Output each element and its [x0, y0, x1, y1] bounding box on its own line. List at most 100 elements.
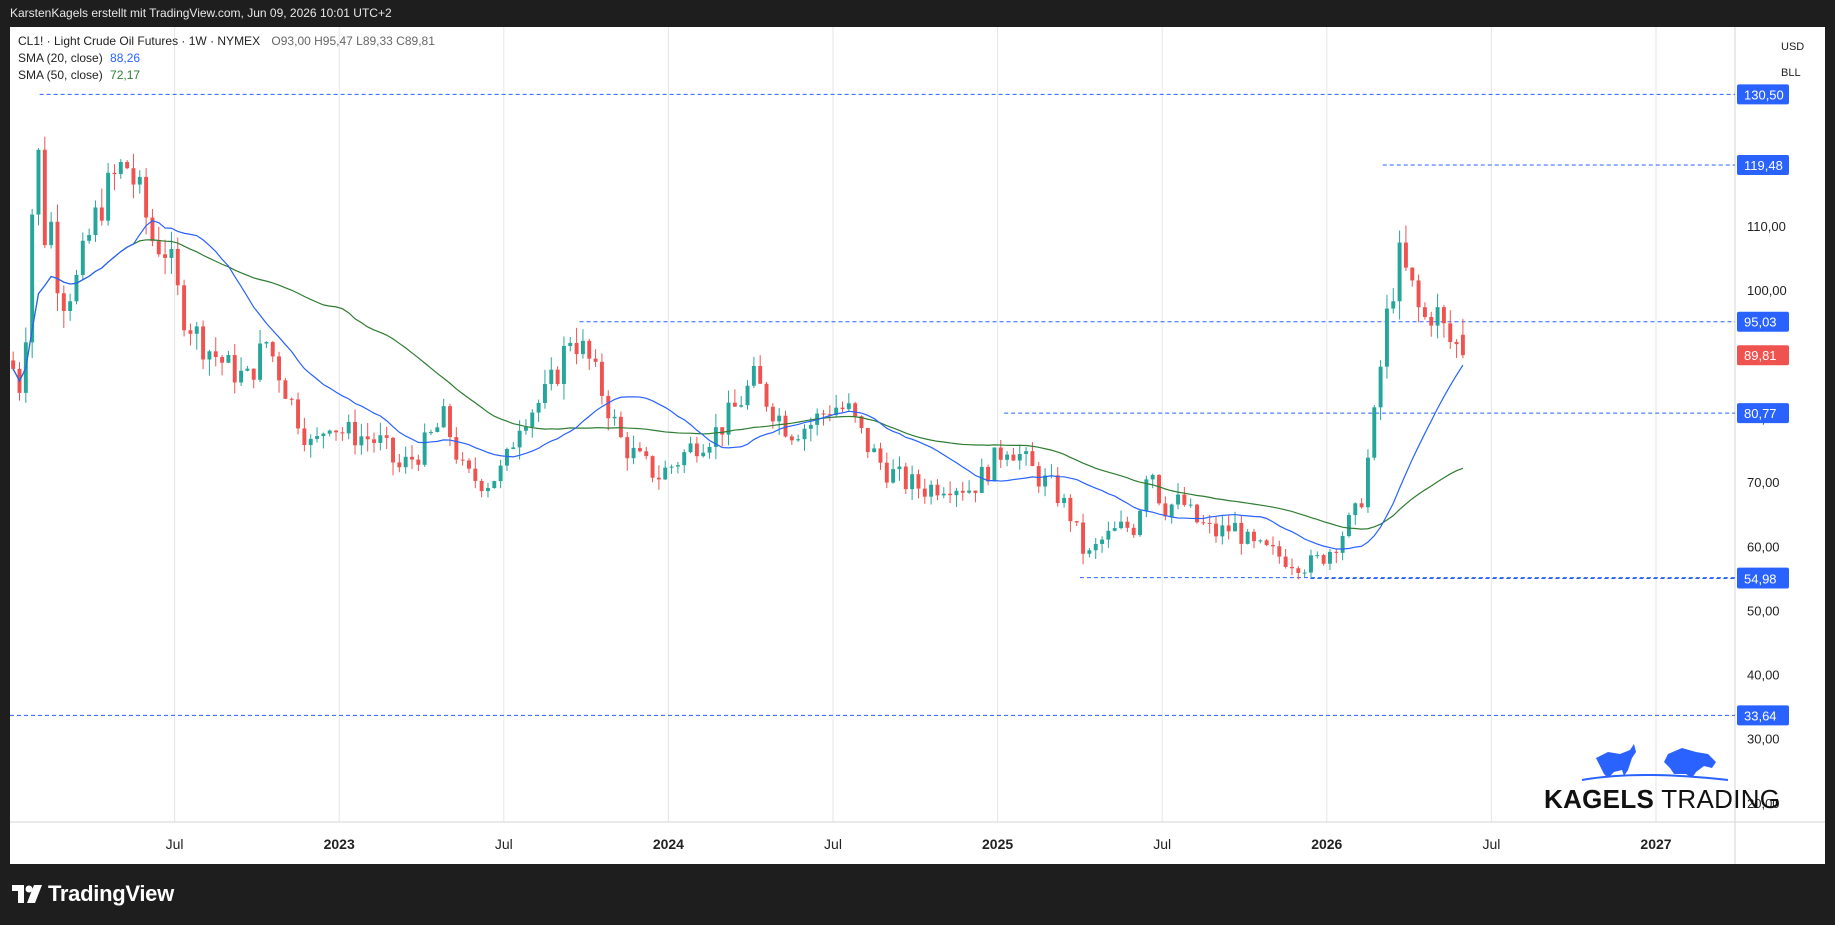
x-tick-label: 2027: [1640, 836, 1671, 852]
tradingview-footer[interactable]: TradingView: [12, 872, 174, 916]
level-price-tag: [1737, 568, 1789, 589]
candle-body: [156, 241, 161, 255]
currency-label[interactable]: USD: [1781, 41, 1805, 53]
price-unit[interactable]: USD BLL: [1781, 34, 1811, 86]
candle-body: [675, 465, 680, 467]
candle-body: [359, 436, 364, 446]
legend-sma50-row[interactable]: SMA (50, close) 72,17: [18, 67, 435, 84]
candle-body: [751, 365, 756, 386]
candle-body: [1176, 494, 1180, 505]
y-tick-label: 50,00: [1747, 603, 1780, 618]
candle-body: [1011, 454, 1016, 461]
candle-body: [239, 370, 244, 383]
candle-body: [11, 360, 16, 369]
candle-body: [1252, 531, 1256, 542]
candle-body: [796, 439, 801, 441]
candle-body: [840, 407, 845, 410]
candle-body: [663, 467, 668, 480]
candle-body: [1302, 572, 1307, 574]
y-tick-label: 60,00: [1747, 539, 1780, 554]
candle-body: [1321, 555, 1326, 564]
candle-body: [435, 427, 440, 433]
candle-body: [87, 235, 92, 241]
legend-ohlc: O93,00 H95,47 L89,33 C89,81: [271, 34, 435, 48]
y-tick-label: 40,00: [1747, 668, 1780, 683]
legend-sma20-label[interactable]: SMA (20, close): [18, 51, 103, 65]
candle-body: [1271, 544, 1275, 547]
unit-label[interactable]: BLL: [1781, 67, 1801, 79]
candle-body: [1062, 497, 1067, 504]
chart-svg[interactable]: 20,0030,0040,0050,0060,0070,0080,0090,00…: [10, 27, 1825, 864]
candle-body: [688, 443, 693, 453]
candle-body: [1233, 522, 1237, 532]
x-tick-label: 2024: [653, 836, 684, 852]
candle-body: [783, 415, 788, 437]
legend-symbol[interactable]: CL1! · Light Crude Oil Futures · 1W · NY…: [18, 34, 261, 48]
candle-body: [644, 451, 649, 457]
level-price-tag: [1737, 311, 1789, 332]
candle-body: [1074, 521, 1079, 523]
candle-body: [979, 466, 984, 493]
candle-body: [650, 456, 655, 478]
x-tick-label: Jul: [166, 836, 184, 852]
candle-body: [694, 443, 699, 457]
chart-area[interactable]: 20,0030,0040,0050,0060,0070,0080,0090,00…: [10, 27, 1825, 864]
candle-body: [441, 406, 446, 428]
candle-body: [460, 459, 465, 461]
candle-body: [599, 361, 604, 396]
candle-body: [1264, 540, 1269, 545]
level-price-label: 130,50: [1744, 87, 1784, 102]
tradingview-logo-text[interactable]: TradingView: [48, 881, 174, 906]
candle-body: [682, 452, 687, 466]
candle-body: [1290, 566, 1294, 569]
candle-body: [1359, 503, 1364, 508]
candle-body: [656, 477, 661, 480]
candle-body: [1435, 307, 1440, 326]
tradingview-logo-icon[interactable]: [12, 885, 42, 903]
candle-body: [1353, 503, 1358, 516]
legend-symbol-row[interactable]: CL1! · Light Crude Oil Futures · 1W · NY…: [18, 33, 435, 50]
candle-body: [232, 355, 237, 383]
candle-body: [1454, 342, 1459, 345]
candle-body: [549, 369, 554, 385]
candle-body: [36, 149, 41, 215]
level-price-label: 33,64: [1744, 708, 1777, 723]
candle-body: [1315, 555, 1320, 557]
candle-body: [612, 416, 617, 419]
legend-sma20-row[interactable]: SMA (20, close) 88,26: [18, 50, 435, 67]
candle-body: [618, 416, 623, 438]
candle-body: [372, 439, 376, 443]
x-tick-label: Jul: [1153, 836, 1171, 852]
candle-body: [144, 176, 149, 218]
candle-body: [631, 447, 636, 459]
candle-body: [1100, 539, 1105, 544]
sma50-line: [12, 239, 1464, 530]
candle-body: [1119, 521, 1124, 529]
kagels-trading-watermark: KAGELS TRADING: [1540, 740, 1780, 815]
candle-body: [511, 447, 516, 449]
candle-body: [182, 285, 187, 331]
last-price-tag: [1737, 345, 1789, 366]
candle-body: [112, 172, 117, 175]
candle-body: [422, 432, 427, 465]
candle-body: [1277, 546, 1282, 557]
candle-body: [1150, 474, 1155, 480]
candle-body: [137, 176, 142, 185]
candle-body: [1397, 242, 1402, 302]
legend-sma50-label[interactable]: SMA (50, close): [18, 68, 103, 82]
candle-body: [42, 149, 47, 246]
candle-body: [1429, 316, 1434, 326]
candle-body: [998, 447, 1003, 460]
candle-body: [505, 448, 509, 466]
candle-body: [808, 424, 813, 429]
candle-body: [574, 342, 579, 355]
candle-body: [163, 254, 168, 258]
candle-body: [448, 406, 452, 438]
chart-legend[interactable]: CL1! · Light Crude Oil Futures · 1W · NY…: [18, 33, 435, 84]
x-tick-label: Jul: [1482, 836, 1500, 852]
candle-body: [941, 493, 946, 496]
candle-body: [1422, 307, 1427, 317]
candle-body: [226, 355, 231, 363]
candle-body: [960, 490, 965, 493]
candle-body: [1068, 497, 1073, 522]
